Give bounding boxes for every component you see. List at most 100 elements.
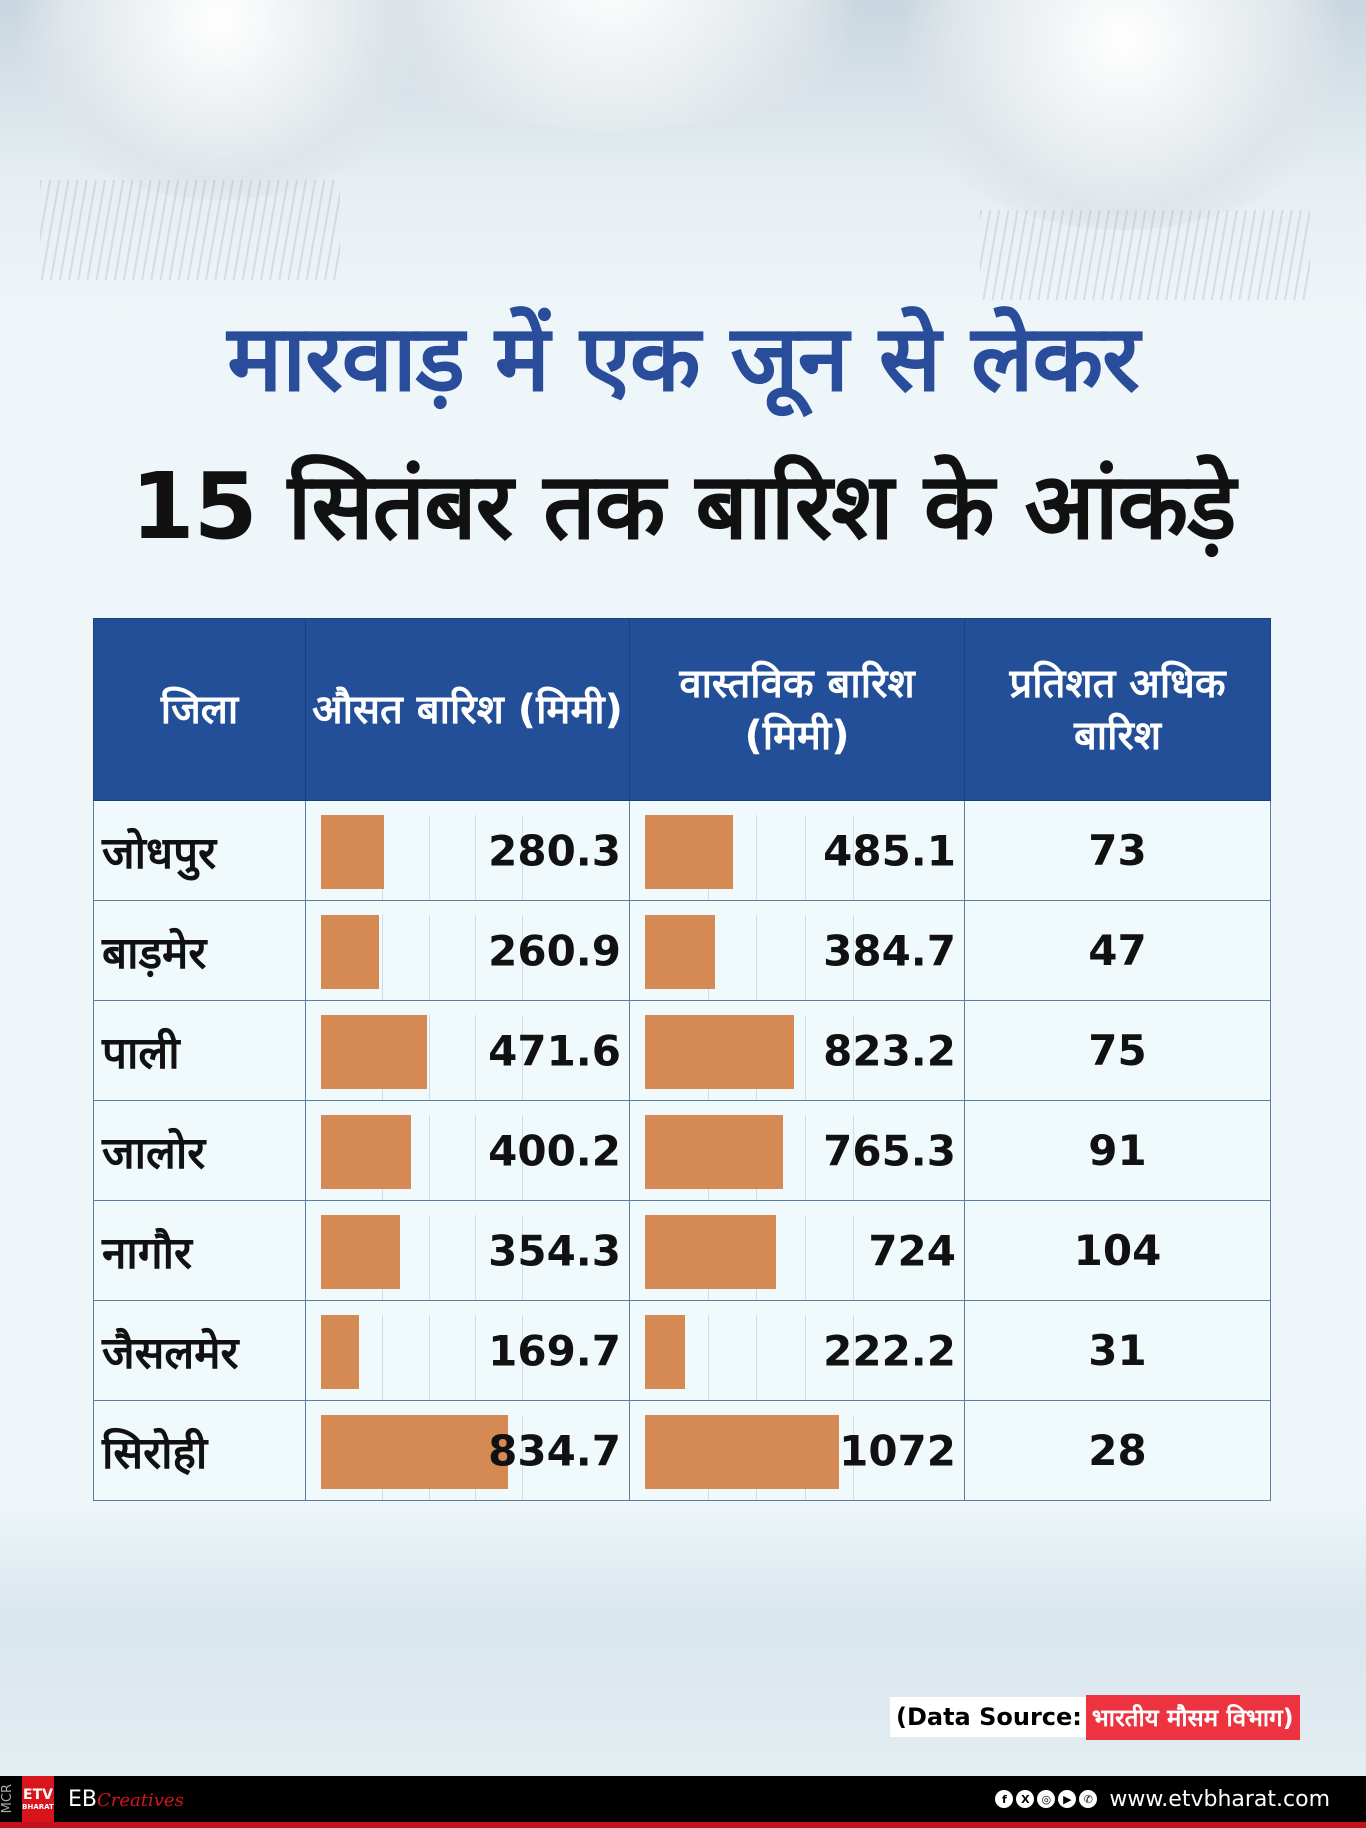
etv-bharat-logo: ETV BHARAT: [22, 1776, 54, 1822]
whatsapp-icon[interactable]: ✆: [1079, 1790, 1098, 1808]
grid-line: [475, 815, 477, 900]
grid-line: [381, 915, 383, 1000]
district-name: बाड़मेर: [93, 900, 306, 1001]
grid-line: [522, 815, 523, 900]
average-bar: [321, 1215, 401, 1289]
grid-line: [707, 1315, 709, 1400]
actual-bar: [645, 1015, 794, 1089]
percent-value: 31: [964, 1300, 1271, 1401]
percent-value: 91: [964, 1100, 1271, 1201]
actual-value: 765.3: [823, 1126, 956, 1175]
data-source: (Data Source: भारतीय मौसम विभाग): [890, 1694, 1300, 1740]
eb-creatives-logo: EBCreatives: [68, 1786, 184, 1812]
actual-cell: 765.3: [629, 1100, 965, 1201]
average-cell: 280.3: [305, 800, 630, 901]
average-bar: [321, 1315, 360, 1389]
website-link[interactable]: www.etvbharat.com: [1109, 1786, 1330, 1812]
header-actual: वास्तविक बारिश (मिमी): [629, 618, 965, 801]
grid-line: [475, 1015, 477, 1100]
average-cell: 400.2: [305, 1100, 630, 1201]
actual-cell: 823.2: [629, 1000, 965, 1101]
table-row: नागौर 354.3 724 104: [93, 1200, 1271, 1301]
facebook-icon[interactable]: f: [995, 1790, 1014, 1808]
header-average: औसत बारिश (मिमी): [305, 618, 630, 801]
table-row: बाड़मेर 260.9 384.7 47: [93, 900, 1271, 1001]
grid-line: [522, 915, 523, 1000]
district-name: नागौर: [93, 1200, 306, 1301]
district-name: जैसलमेर: [93, 1300, 306, 1401]
actual-value: 823.2: [823, 1026, 956, 1075]
actual-value: 1072: [839, 1426, 956, 1475]
district-name: जोधपुर: [93, 800, 306, 901]
percent-value: 47: [964, 900, 1271, 1001]
rainfall-table: जिला औसत बारिश (मिमी) वास्तविक बारिश (मि…: [93, 618, 1271, 1501]
grid-line: [756, 1315, 757, 1400]
actual-cell: 222.2: [629, 1300, 965, 1401]
actual-value: 222.2: [823, 1326, 956, 1375]
grid-line: [428, 815, 430, 900]
average-value: 400.2: [488, 1126, 621, 1175]
source-label: (Data Source:: [890, 1697, 1086, 1737]
district-name: पाली: [93, 1000, 306, 1101]
rain-right: [980, 210, 1310, 300]
rain-left: [40, 180, 340, 280]
grid-line: [522, 1015, 523, 1100]
district-name: सिरोही: [93, 1400, 306, 1501]
actual-bar: [645, 1115, 784, 1189]
grid-line: [428, 1115, 430, 1200]
grid-line: [522, 1315, 523, 1400]
actual-bar: [645, 815, 733, 889]
instagram-icon[interactable]: ◎: [1037, 1790, 1056, 1808]
average-value: 260.9: [488, 926, 621, 975]
average-bar: [321, 915, 380, 989]
grid-line: [804, 815, 806, 900]
grid-line: [804, 1315, 806, 1400]
footer-accent: [0, 1822, 1366, 1828]
cloud-right: [880, 0, 1366, 230]
grid-line: [475, 915, 477, 1000]
actual-cell: 724: [629, 1200, 965, 1301]
grid-line: [853, 915, 854, 1000]
footer-bar: MCR ETV BHARAT EBCreatives f X ◎ ▶ ✆ www.…: [0, 1776, 1366, 1822]
average-cell: 354.3: [305, 1200, 630, 1301]
grid-line: [853, 1015, 854, 1100]
grid-line: [475, 1215, 477, 1300]
header-percent: प्रतिशत अधिक बारिश: [964, 618, 1271, 801]
social-icons: f X ◎ ▶ ✆: [995, 1790, 1098, 1808]
actual-value: 724: [868, 1226, 956, 1275]
grid-line: [381, 1315, 383, 1400]
average-value: 169.7: [488, 1326, 621, 1375]
grid-line: [804, 1215, 806, 1300]
x-icon[interactable]: X: [1016, 1790, 1035, 1808]
title-line-2: 15 सितंबर तक बारिश के आंकड़े: [130, 453, 1237, 560]
actual-bar: [645, 915, 715, 989]
actual-bar: [645, 1315, 686, 1389]
grid-line: [428, 915, 430, 1000]
header-district: जिला: [93, 618, 306, 801]
average-bar: [321, 1115, 411, 1189]
grid-line: [756, 815, 757, 900]
average-cell: 169.7: [305, 1300, 630, 1401]
percent-value: 104: [964, 1200, 1271, 1301]
actual-cell: 485.1: [629, 800, 965, 901]
grid-line: [853, 1215, 854, 1300]
percent-value: 75: [964, 1000, 1271, 1101]
grid-line: [522, 1215, 523, 1300]
table-row: जोधपुर 280.3 485.1 73: [93, 800, 1271, 901]
grid-line: [853, 1315, 854, 1400]
table-row: जैसलमेर 169.7 222.2 31: [93, 1300, 1271, 1401]
average-value: 471.6: [488, 1026, 621, 1075]
actual-bar: [645, 1415, 839, 1489]
grid-line: [522, 1415, 523, 1500]
title-line-1: मारवाड़ में एक जून से लेकर: [227, 305, 1140, 412]
percent-value: 28: [964, 1400, 1271, 1501]
average-value: 280.3: [488, 826, 621, 875]
grid-line: [428, 1315, 430, 1400]
youtube-icon[interactable]: ▶: [1058, 1790, 1077, 1808]
average-cell: 260.9: [305, 900, 630, 1001]
grid-line: [853, 1415, 854, 1500]
grid-line: [804, 1115, 806, 1200]
grid-line: [428, 1215, 430, 1300]
table-row: पाली 471.6 823.2 75: [93, 1000, 1271, 1101]
grid-line: [428, 1015, 430, 1100]
